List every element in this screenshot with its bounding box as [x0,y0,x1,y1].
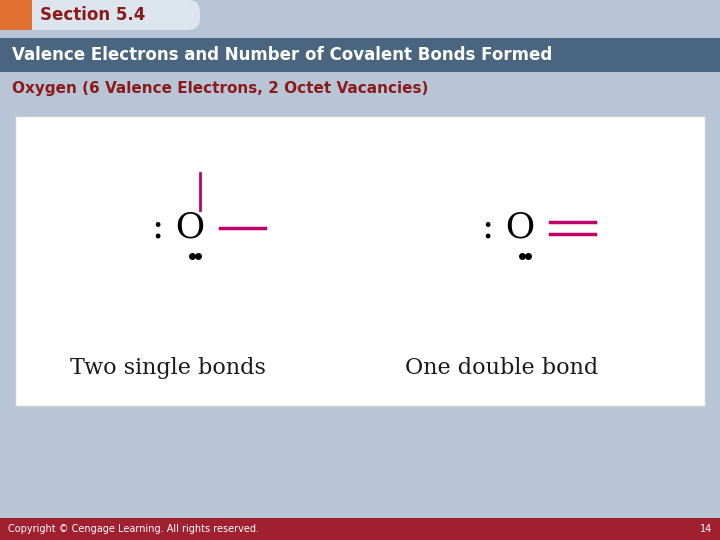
Text: Valence Electrons and Number of Covalent Bonds Formed: Valence Electrons and Number of Covalent… [12,46,552,64]
Text: Section 5.4: Section 5.4 [40,6,145,24]
Bar [15,116,705,406]
Text: Oxygen (6 Valence Electrons, 2 Octet Vacancies): Oxygen (6 Valence Electrons, 2 Octet Vac… [12,82,428,97]
Bar [0,518,720,540]
Text: : O: : O [482,211,535,245]
Text: 14: 14 [700,524,712,534]
Text: Copyright © Cengage Learning. All rights reserved.: Copyright © Cengage Learning. All rights… [8,524,259,534]
Bar [0,0,32,30]
Text: : O: : O [152,211,205,245]
FancyBboxPatch shape [0,0,200,30]
Text: Two single bonds: Two single bonds [70,357,266,379]
Text: One double bond: One double bond [405,357,598,379]
Bar [0,38,720,72]
